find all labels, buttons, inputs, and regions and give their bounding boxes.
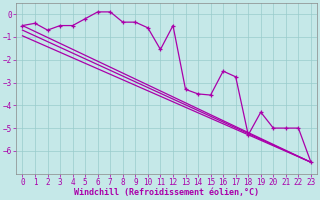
X-axis label: Windchill (Refroidissement éolien,°C): Windchill (Refroidissement éolien,°C) — [74, 188, 259, 197]
